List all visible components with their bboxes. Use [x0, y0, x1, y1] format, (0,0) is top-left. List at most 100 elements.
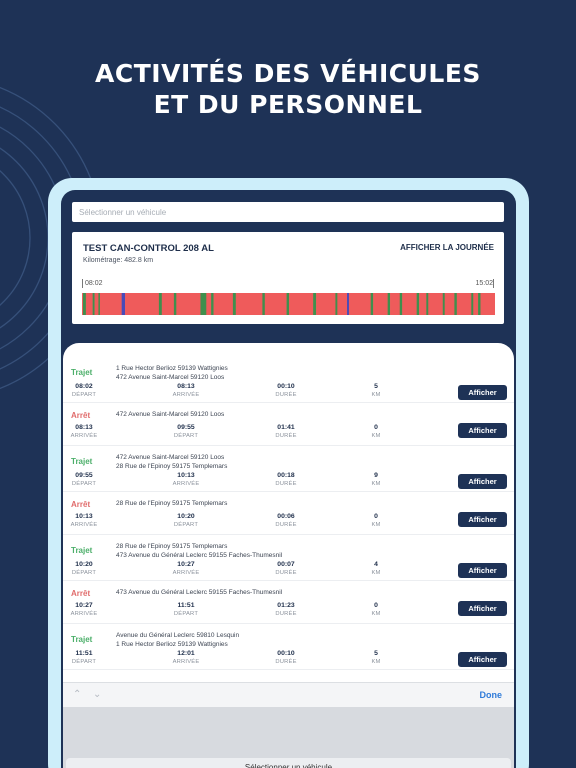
- show-day-button[interactable]: AFFICHER LA JOURNÉE: [400, 243, 494, 252]
- row-stat-label: ARRIVÉE: [70, 522, 98, 528]
- timeline-segment-stop: [206, 293, 212, 315]
- row-stat-value: 10:20: [177, 513, 195, 520]
- address-line-2: 1 Rue Hector Berlioz 59139 Wattignies: [116, 641, 228, 648]
- row-stat-value: 00:10: [277, 650, 295, 657]
- timeline-segment-marker: [347, 293, 350, 315]
- timeline-segment-stop: [480, 293, 495, 315]
- activity-sheet: Trajet 1 Rue Hector Berlioz 59139 Wattign…: [63, 343, 514, 768]
- row-type-label: Arrêt: [71, 411, 91, 420]
- row-stat: 9 KM: [351, 472, 401, 487]
- vehicle-summary-card: TEST CAN-CONTROL 208 AL Kilométrage: 482…: [72, 232, 504, 324]
- row-address: 1 Rue Hector Berlioz 59139 Wattignies 472…: [116, 364, 228, 382]
- headline-line-1: ACTIVITÉS DES VÉHICULES: [95, 59, 481, 88]
- row-stat: 5 KM: [351, 383, 401, 398]
- row-stat-label: DURÉE: [275, 570, 297, 576]
- timeline-segment-stop: [316, 293, 336, 315]
- row-stat-value: 08:02: [75, 383, 93, 390]
- row-stat-value: 00:18: [277, 472, 295, 479]
- row-type-label: Arrêt: [71, 500, 91, 509]
- row-stat-label: KM: [371, 659, 381, 665]
- row-stat-value: 12:01: [177, 650, 195, 657]
- row-stat: 08:13 ARRIVÉE: [63, 424, 109, 439]
- row-stat-value: 00:06: [277, 513, 295, 520]
- row-stat: 00:18 DURÉE: [261, 472, 311, 487]
- address-line-2: 473 Avenue du Général Leclerc 59155 Fach…: [116, 552, 283, 559]
- row-stat: 0 KM: [351, 602, 401, 617]
- timeline-segment-stop: [473, 293, 479, 315]
- timeline-segment-trip: [454, 293, 458, 315]
- row-stat-label: ARRIVÉE: [172, 392, 200, 398]
- timeline-segment-stop: [402, 293, 417, 315]
- row-stat-label: ARRIVÉE: [172, 659, 200, 665]
- chevron-down-icon[interactable]: ⌄: [93, 689, 102, 700]
- row-type-label: Trajet: [71, 457, 93, 466]
- row-stat-value: 09:55: [75, 472, 93, 479]
- row-stat-label: DURÉE: [275, 611, 297, 617]
- row-stat-label: DÉPART: [173, 433, 199, 439]
- timeline-segment-stop: [176, 293, 201, 315]
- timeline-segment-stop: [213, 293, 234, 315]
- done-button[interactable]: Done: [479, 690, 503, 700]
- row-stat-label: KM: [371, 392, 381, 398]
- show-row-button[interactable]: Afficher: [458, 474, 507, 489]
- row-stat: 10:20 DÉPART: [161, 513, 211, 528]
- timeline-segment-trip: [478, 293, 481, 315]
- row-stat-value: 08:13: [177, 383, 195, 390]
- show-row-button[interactable]: Afficher: [458, 563, 507, 578]
- picker-keyboard: Sélectionner un véhicule: [63, 707, 514, 768]
- row-stat-label: DÉPART: [71, 659, 97, 665]
- row-stat: 00:10 DURÉE: [261, 383, 311, 398]
- address-line-1: 28 Rue de l'Epinoy 59175 Templemars: [116, 500, 228, 507]
- vehicle-search-input[interactable]: Sélectionner un véhicule: [72, 202, 504, 222]
- timeline-segment-stop: [235, 293, 263, 315]
- row-stat-label: DÉPART: [173, 611, 199, 617]
- timeline-segment-stop: [337, 293, 348, 315]
- row-stat: 09:55 DÉPART: [161, 424, 211, 439]
- row-stat: 12:01 ARRIVÉE: [161, 650, 211, 665]
- address-line-1: 472 Avenue Saint-Marcel 59120 Loos: [116, 454, 225, 461]
- activity-row: Trajet Avenue du Général Leclerc 59810 Le…: [63, 624, 514, 670]
- row-stat-label: ARRIVÉE: [70, 611, 98, 617]
- row-stat-label: DÉPART: [173, 522, 199, 528]
- row-stat-label: KM: [371, 570, 381, 576]
- timeline-end-tick: [493, 279, 494, 288]
- show-row-button[interactable]: Afficher: [458, 601, 507, 616]
- row-stat-label: ARRIVÉE: [70, 433, 98, 439]
- chevron-up-icon[interactable]: ⌃: [73, 689, 82, 700]
- address-line-1: 472 Avenue Saint-Marcel 59120 Loos: [116, 411, 225, 418]
- row-stat: 11:51 DÉPART: [161, 602, 211, 617]
- timeline-segment-trip: [262, 293, 266, 315]
- activity-timeline[interactable]: [82, 293, 495, 315]
- show-row-button[interactable]: Afficher: [458, 385, 507, 400]
- row-stat: 00:10 DURÉE: [261, 650, 311, 665]
- row-address: Avenue du Général Leclerc 59810 Lesquin 1…: [116, 631, 239, 649]
- row-stat: 10:13 ARRIVÉE: [63, 513, 109, 528]
- row-stat-label: DÉPART: [71, 570, 97, 576]
- row-stat-label: KM: [371, 611, 381, 617]
- show-row-button[interactable]: Afficher: [458, 423, 507, 438]
- row-stat-value: 5: [374, 650, 378, 657]
- activity-row: Trajet 472 Avenue Saint-Marcel 59120 Loos…: [63, 446, 514, 492]
- row-stat: 4 KM: [351, 561, 401, 576]
- timeline-segment-stop: [428, 293, 444, 315]
- show-row-button[interactable]: Afficher: [458, 512, 507, 527]
- row-stat-label: KM: [371, 522, 381, 528]
- address-line-2: 472 Avenue Saint-Marcel 59120 Loos: [116, 374, 225, 381]
- vehicle-picker-button[interactable]: Sélectionner un véhicule: [66, 758, 511, 768]
- row-stat-value: 10:20: [75, 561, 93, 568]
- row-stat: 5 KM: [351, 650, 401, 665]
- activity-row: Arrêt 28 Rue de l'Epinoy 59175 Templemars…: [63, 492, 514, 535]
- row-address: 28 Rue de l'Epinoy 59175 Templemars 473 A…: [116, 542, 282, 560]
- row-stat-label: DURÉE: [275, 433, 297, 439]
- vehicle-mileage: Kilométrage: 482.8 km: [83, 257, 154, 264]
- row-address: 473 Avenue du Général Leclerc 59155 Fach…: [116, 588, 282, 597]
- row-stat: 00:07 DURÉE: [261, 561, 311, 576]
- app-screen: Sélectionner un véhicule TEST CAN-CONTRO…: [61, 190, 516, 768]
- row-stat-value: 00:10: [277, 383, 295, 390]
- activity-row: Arrêt 472 Avenue Saint-Marcel 59120 Loos 0…: [63, 403, 514, 446]
- timeline-segment-trip: [173, 293, 177, 315]
- activity-row: Arrêt 473 Avenue du Général Leclerc 59155…: [63, 581, 514, 624]
- timeline-segment-trip: [335, 293, 338, 315]
- row-stat: 10:13 ARRIVÉE: [161, 472, 211, 487]
- show-row-button[interactable]: Afficher: [458, 652, 507, 667]
